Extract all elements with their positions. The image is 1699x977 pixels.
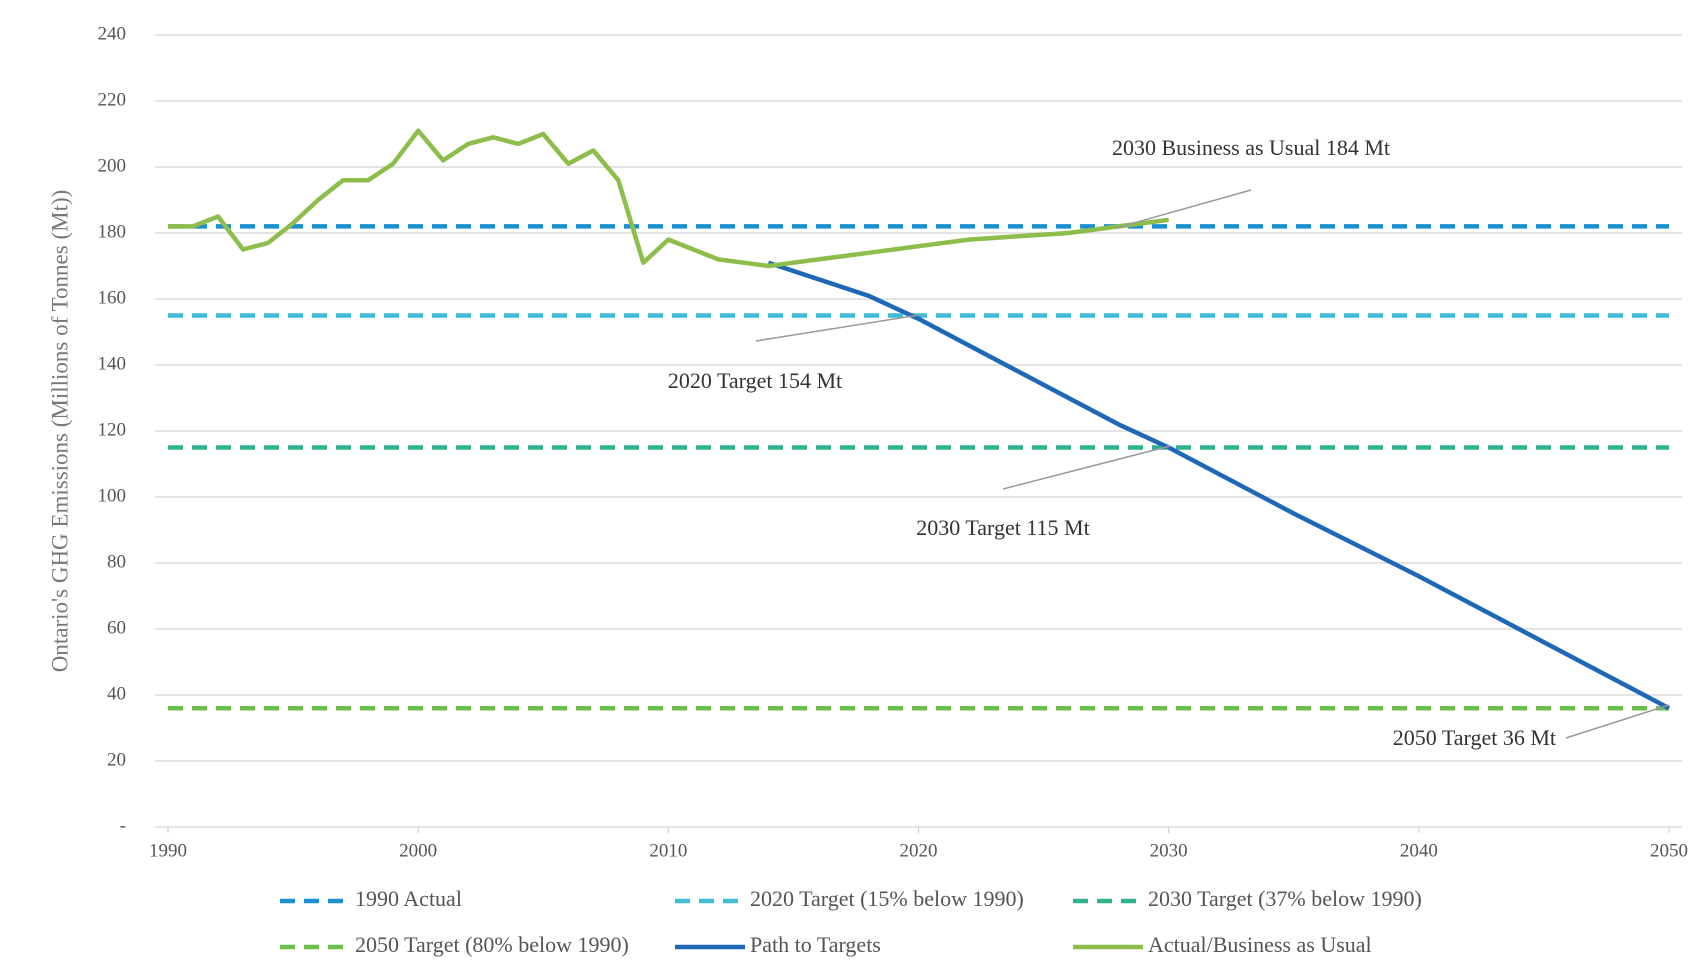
annotation-leader xyxy=(755,314,920,342)
y-tick-label: 80 xyxy=(107,551,126,572)
y-tick-label: 60 xyxy=(107,617,126,638)
y-axis-label: Ontario's GHG Emissions (Millions of Ton… xyxy=(47,190,72,673)
series-line xyxy=(767,260,1671,711)
y-tick-label: 20 xyxy=(107,749,126,770)
x-tick-label: 2040 xyxy=(1400,840,1438,861)
x-tick-label: 2000 xyxy=(399,840,437,861)
y-tick-label: 160 xyxy=(98,287,127,308)
series-line xyxy=(168,128,1169,269)
y-tick-label: 200 xyxy=(98,155,127,176)
x-tick-label: 2020 xyxy=(900,840,938,861)
y-tick-label: 140 xyxy=(98,353,127,374)
y-tick-label: - xyxy=(120,815,126,836)
y-tick-label: 120 xyxy=(98,419,127,440)
x-tick-label: 2030 xyxy=(1150,840,1188,861)
y-tick-label: 100 xyxy=(98,485,127,506)
annotation: 2030 Business as Usual 184 Mt xyxy=(1112,135,1390,160)
annotation: 2050 Target 36 Mt xyxy=(1393,725,1556,750)
legend-label: Path to Targets xyxy=(750,932,881,957)
x-tick-label: 2010 xyxy=(649,840,687,861)
legend-label: Actual/Business as Usual xyxy=(1148,932,1372,957)
annotation-leader xyxy=(1565,704,1670,739)
annotation: 2020 Target 154 Mt xyxy=(668,368,842,393)
y-tick-label: 40 xyxy=(107,683,126,704)
y-tick-label: 180 xyxy=(98,221,127,242)
legend-label: 1990 Actual xyxy=(355,886,462,911)
legend-label: 2020 Target (15% below 1990) xyxy=(750,886,1024,911)
y-tick-label: 240 xyxy=(98,23,127,44)
annotation: 2030 Target 115 Mt xyxy=(916,515,1089,540)
x-tick-label: 1990 xyxy=(149,840,187,861)
annotation-leader xyxy=(1002,445,1171,490)
annotation-leader xyxy=(1115,189,1252,229)
legend-label: 2030 Target (37% below 1990) xyxy=(1148,886,1422,911)
legend-label: 2050 Target (80% below 1990) xyxy=(355,932,629,957)
y-tick-label: 220 xyxy=(98,89,127,110)
x-tick-label: 2050 xyxy=(1650,840,1688,861)
